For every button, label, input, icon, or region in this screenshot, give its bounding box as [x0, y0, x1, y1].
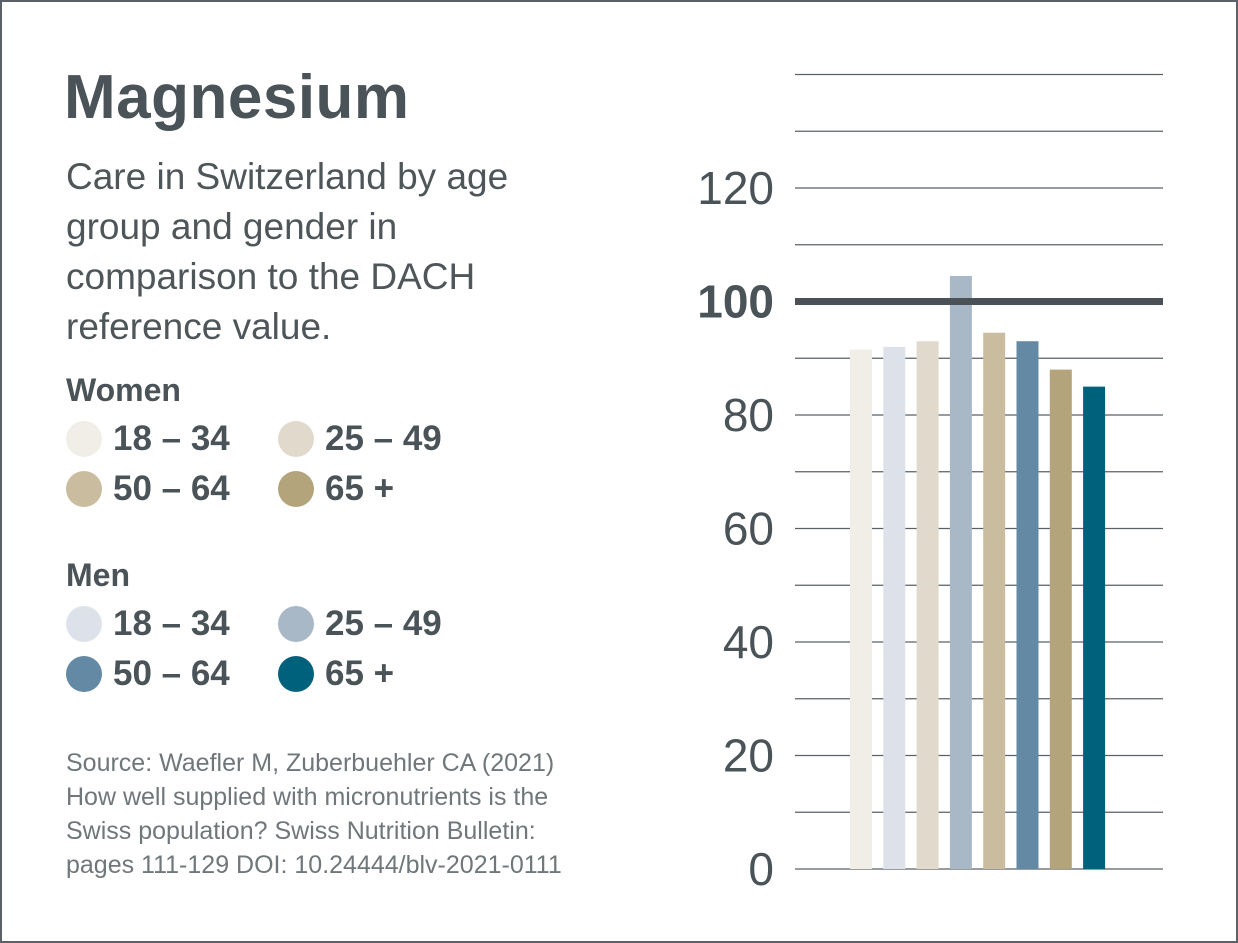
bar-women-25-49 [916, 341, 939, 870]
legend-item-men-65-plus: 65 + [278, 654, 394, 694]
legend-swatch [66, 606, 102, 642]
y-tick-label: 40 [723, 616, 774, 668]
bar-women-18-34 [850, 349, 872, 869]
source-line: Swiss population? Swiss Nutrition Bullet… [66, 817, 536, 845]
y-tick-label: 60 [723, 503, 774, 555]
legend-item-women-25-49: 25 – 49 [278, 419, 442, 459]
legend-swatch [66, 421, 102, 457]
legend-swatch [278, 421, 314, 457]
legend-item-men-50-64: 50 – 64 [66, 654, 230, 694]
legend-swatch [278, 471, 314, 507]
y-tick-label: 80 [723, 389, 774, 441]
legend-label: 25 – 49 [325, 604, 442, 643]
legend-label: 50 – 64 [113, 654, 230, 693]
legend-swatch [278, 606, 314, 642]
legend-label: 65 + [325, 654, 395, 693]
bar-women-50-64 [983, 332, 1006, 869]
legend-item-men-25-49: 25 – 49 [278, 604, 442, 644]
legend-label: 18 – 34 [113, 604, 230, 643]
legend-heading-men: Men [66, 557, 130, 593]
legend-item-women-50-64: 50 – 64 [66, 469, 230, 509]
y-tick-label: 20 [723, 730, 774, 782]
legend-item-women-18-34: 18 – 34 [66, 419, 230, 459]
bar-men-18-34 [883, 346, 906, 869]
bar-men-25-49 [949, 275, 972, 869]
legend-swatch [66, 471, 102, 507]
legend-item-women-65-plus: 65 + [278, 469, 394, 509]
source-line: pages 111-129 DOI: 10.24444/blv-2021-011… [66, 851, 562, 879]
legend-label: 65 + [325, 469, 395, 508]
reference-tick-label: 100 [697, 276, 774, 328]
source-line: How well supplied with micronutrients is… [66, 783, 549, 811]
source-citation: Source: Waefler M, Zuberbuehler CA (2021… [66, 746, 646, 882]
y-tick-label: 0 [748, 843, 774, 895]
chart-subtitle: Care in Switzerland by age group and gen… [66, 156, 509, 347]
legend-heading-women: Women [66, 372, 181, 408]
y-tick-label: 120 [697, 162, 774, 214]
legend-swatch [66, 656, 102, 692]
bar-men-65 [1083, 386, 1106, 869]
bar-women-65 [1049, 369, 1072, 869]
chart-title: Magnesium [64, 63, 410, 132]
legend-label: 25 – 49 [325, 419, 442, 458]
legend-swatch [278, 656, 314, 692]
legend-label: 18 – 34 [113, 419, 230, 458]
legend-item-men-18-34: 18 – 34 [66, 604, 230, 644]
legend-label: 50 – 64 [113, 469, 230, 508]
source-line: Source: Waefler M, Zuberbuehler CA (2021… [66, 749, 555, 777]
bar-men-50-64 [1016, 341, 1039, 870]
